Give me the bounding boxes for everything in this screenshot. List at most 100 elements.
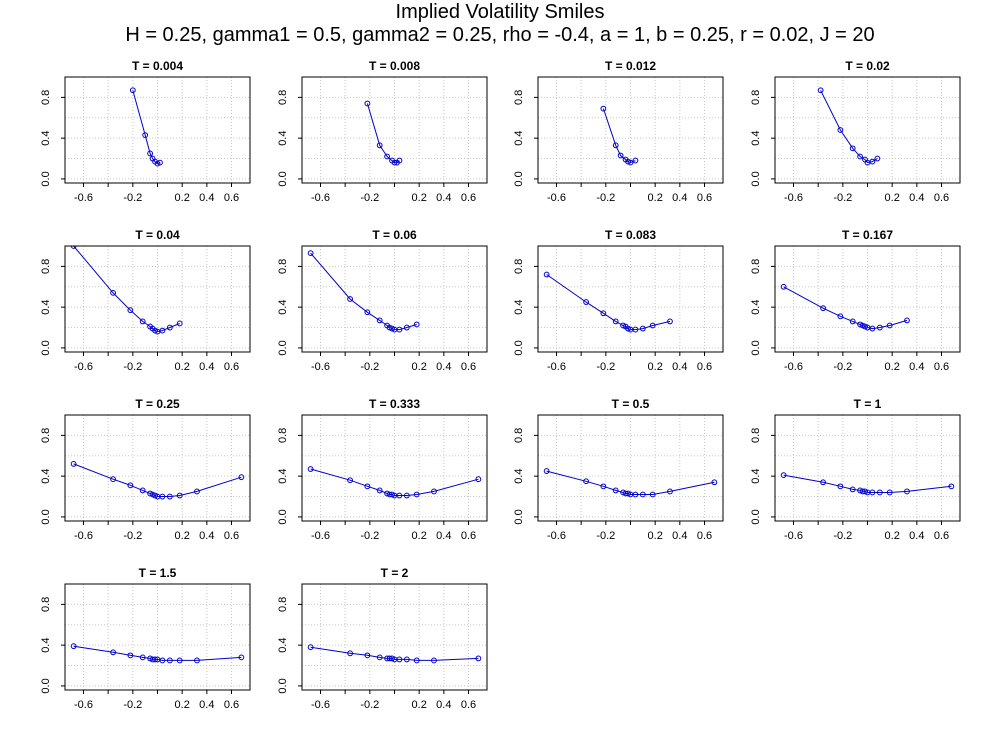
smile-panel: T = 0.008 -0.6 -0.2 0.2 0.4 0.6 0.0 0.4 0.8 [277, 59, 488, 204]
smile-panel: T = 0.5 -0.6 -0.2 0.2 0.4 0.6 0.0 0.4 0.8 [513, 397, 724, 542]
y-tick-label: 0.0 [277, 340, 289, 355]
x-tick-label: -0.6 [311, 361, 330, 373]
x-tick-label: 0.4 [909, 192, 924, 204]
y-tick-label: 0.4 [277, 469, 289, 484]
x-tick-label: -0.2 [360, 530, 379, 542]
x-tick-label: 0.2 [175, 192, 190, 204]
x-tick-label: 0.2 [412, 699, 427, 711]
data-point [347, 477, 354, 484]
x-tick-label: -0.6 [74, 699, 93, 711]
x-tick-label: -0.6 [784, 361, 803, 373]
chart-title: Implied Volatility Smiles [395, 1, 605, 23]
x-tick-label: -0.6 [547, 192, 566, 204]
data-point [617, 152, 624, 159]
x-tick-label: 0.2 [412, 192, 427, 204]
y-tick-label: 0.4 [513, 469, 525, 484]
smile-panel: T = 0.333 -0.6 -0.2 0.2 0.4 0.6 0.0 0.4 0.8 [277, 397, 488, 542]
data-point [780, 472, 787, 479]
y-tick-label: 0.8 [750, 428, 762, 443]
data-point [376, 142, 383, 149]
data-point [849, 145, 856, 152]
data-point [639, 325, 646, 332]
data-point [176, 320, 183, 327]
chart-subtitle: H = 0.25, gamma1 = 0.5, gamma2 = 0.25, r… [125, 24, 875, 46]
data-point [649, 322, 656, 329]
x-tick-label: 0.4 [672, 530, 687, 542]
x-tick-label: 0.2 [412, 530, 427, 542]
y-tick-label: 0.8 [513, 428, 525, 443]
y-tick-label: 0.8 [277, 597, 289, 612]
data-point [376, 317, 383, 324]
y-tick-label: 0.0 [750, 171, 762, 186]
y-tick-label: 0.4 [277, 300, 289, 315]
smile-panel: T = 0.004 -0.6 -0.2 0.2 0.4 0.6 0.0 0.4 0.8 [40, 59, 251, 204]
x-tick-label: 0.6 [697, 530, 712, 542]
data-point [837, 313, 844, 320]
y-tick-label: 0.0 [513, 171, 525, 186]
x-tick-label: -0.6 [784, 192, 803, 204]
data-point [413, 657, 420, 664]
x-tick-label: 0.6 [461, 699, 476, 711]
y-tick-label: 0.4 [513, 131, 525, 146]
data-point [431, 657, 437, 664]
panel-title: T = 0.06 [372, 228, 417, 242]
x-tick-label: -0.6 [311, 192, 330, 204]
x-tick-label: 0.4 [436, 699, 451, 711]
data-point [600, 105, 607, 112]
x-tick-label: 0.2 [175, 361, 190, 373]
x-tick-label: -0.2 [123, 530, 142, 542]
data-point [475, 476, 482, 483]
x-tick-label: 0.2 [648, 192, 663, 204]
y-tick-label: 0.4 [40, 638, 52, 653]
data-point [612, 142, 619, 149]
x-tick-label: 0.4 [436, 192, 451, 204]
data-point [364, 309, 371, 316]
data-point [817, 87, 824, 94]
data-point [159, 493, 166, 500]
data-point [600, 483, 607, 490]
data-point [876, 324, 883, 331]
y-tick-label: 0.4 [750, 469, 762, 484]
series-line [820, 90, 878, 164]
data-point [384, 153, 391, 160]
y-tick-label: 0.0 [277, 678, 289, 693]
x-tick-label: 0.2 [885, 361, 900, 373]
y-tick-label: 0.0 [40, 509, 52, 524]
data-point [347, 650, 354, 657]
data-point [159, 657, 166, 664]
y-tick-label: 0.0 [40, 678, 52, 693]
data-point [583, 299, 589, 305]
panel-title: T = 0.5 [612, 397, 650, 411]
x-tick-label: -0.6 [311, 530, 330, 542]
data-point [711, 479, 718, 486]
data-point [632, 491, 639, 498]
x-tick-label: -0.2 [123, 699, 142, 711]
data-point [129, 87, 136, 94]
data-point [413, 321, 420, 328]
smile-panel: T = 0.02 -0.6 -0.2 0.2 0.4 0.6 0.0 0.4 0.8 [750, 59, 961, 204]
data-point [837, 127, 844, 133]
data-point [632, 326, 639, 333]
x-tick-label: 0.4 [436, 530, 451, 542]
y-tick-label: 0.0 [513, 340, 525, 355]
data-point [886, 322, 893, 329]
y-tick-label: 0.4 [513, 300, 525, 315]
y-tick-label: 0.8 [750, 90, 762, 105]
x-tick-label: 0.4 [672, 361, 687, 373]
x-tick-label: -0.6 [311, 699, 330, 711]
x-tick-label: 0.2 [175, 530, 190, 542]
x-tick-label: -0.2 [596, 530, 615, 542]
y-tick-label: 0.8 [513, 90, 525, 105]
data-point [127, 307, 134, 314]
x-tick-label: 0.6 [224, 192, 239, 204]
x-tick-label: -0.6 [784, 530, 803, 542]
y-tick-label: 0.0 [513, 509, 525, 524]
smile-panel: T = 0.06 -0.6 -0.2 0.2 0.4 0.6 0.0 0.4 0.8 [277, 228, 488, 373]
data-point [874, 155, 881, 162]
data-point [70, 461, 77, 467]
panel-title: T = 0.004 [132, 59, 183, 73]
x-tick-label: -0.6 [74, 530, 93, 542]
smile-panel: T = 2 -0.6 -0.2 0.2 0.4 0.6 0.0 0.4 0.8 [277, 566, 488, 711]
data-point [307, 250, 314, 257]
data-point [543, 271, 550, 278]
